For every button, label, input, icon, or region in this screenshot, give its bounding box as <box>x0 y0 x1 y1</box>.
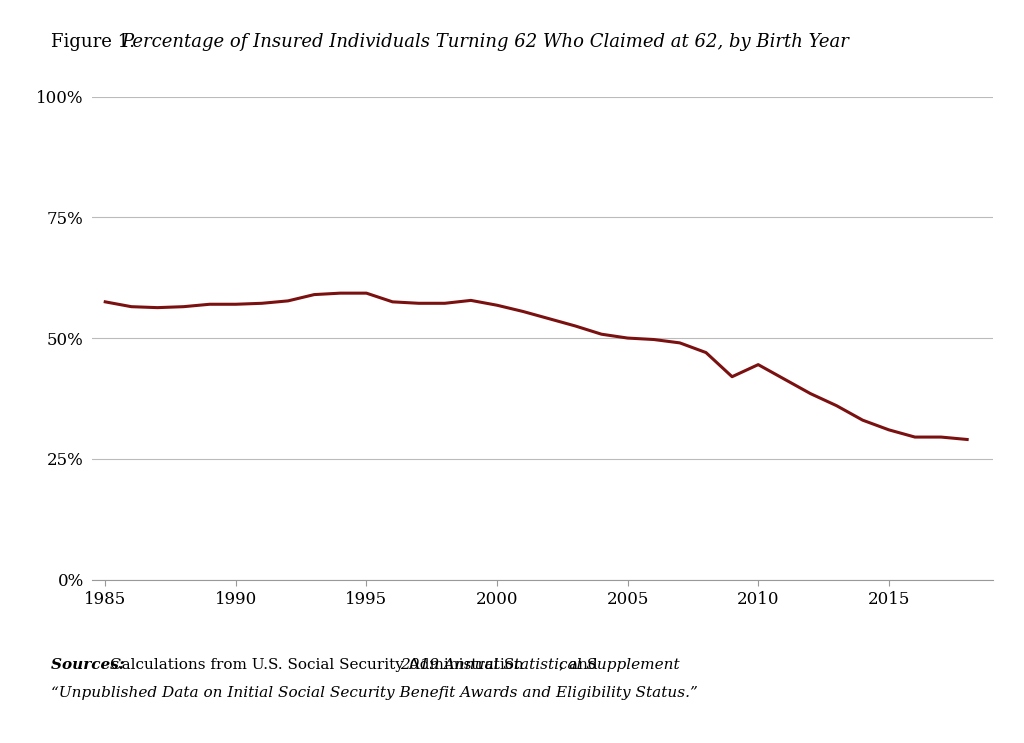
Text: Percentage of Insured Individuals Turning 62 Who Claimed at 62, by Birth Year: Percentage of Insured Individuals Turnin… <box>121 33 849 51</box>
Text: Sources:: Sources: <box>51 658 130 672</box>
Text: ; and: ; and <box>559 658 598 672</box>
Text: Calculations from U.S. Social Security Administration: Calculations from U.S. Social Security A… <box>110 658 528 672</box>
Text: 2019 Annual Statistical Supplement: 2019 Annual Statistical Supplement <box>400 658 680 672</box>
Text: Figure 1.: Figure 1. <box>51 33 141 51</box>
Text: “Unpublished Data on Initial Social Security Benefit Awards and Eligibility Stat: “Unpublished Data on Initial Social Secu… <box>51 686 698 700</box>
